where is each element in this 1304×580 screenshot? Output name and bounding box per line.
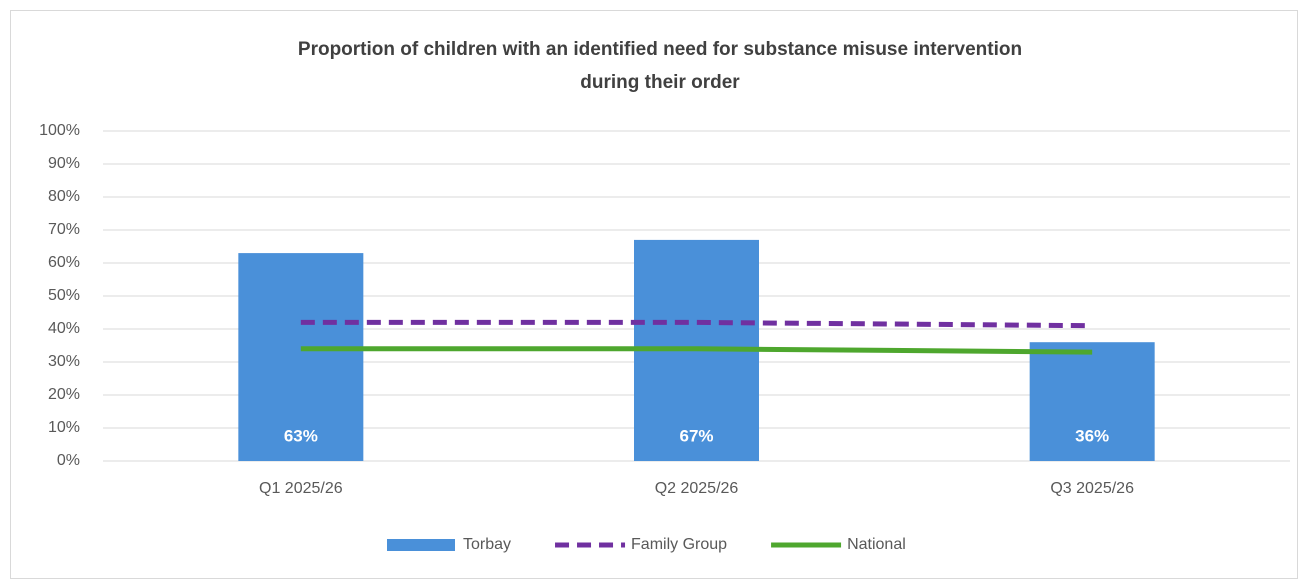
x-tick-label: Q2 2025/26 [655, 480, 739, 497]
y-tick-label: 10% [48, 419, 80, 436]
y-tick-label: 60% [48, 254, 80, 271]
y-tick-label: 40% [48, 320, 80, 337]
legend-label: Family Group [631, 536, 727, 553]
y-tick-label: 100% [39, 122, 80, 139]
chart-title: during their order [580, 72, 740, 93]
y-tick-label: 70% [48, 221, 80, 238]
bar [238, 253, 364, 461]
line [300, 346, 1093, 355]
x-tick-label: Q3 2025/26 [1050, 480, 1134, 497]
data-label: 36% [1075, 426, 1109, 445]
y-tick-label: 30% [48, 353, 80, 370]
chart-title: Proportion of children with an identifie… [298, 39, 1022, 60]
y-tick-label: 90% [48, 155, 80, 172]
y-tick-label: 0% [57, 452, 80, 469]
y-tick-label: 50% [48, 287, 80, 304]
bar [1029, 342, 1155, 461]
data-label: 67% [679, 426, 713, 445]
data-label: 63% [284, 426, 318, 445]
legend-label: Torbay [463, 536, 511, 553]
legend-label: National [847, 536, 906, 553]
y-tick-label: 80% [48, 188, 80, 205]
y-tick-label: 20% [48, 386, 80, 403]
x-tick-label: Q1 2025/26 [259, 480, 343, 497]
legend-swatch [387, 539, 455, 551]
